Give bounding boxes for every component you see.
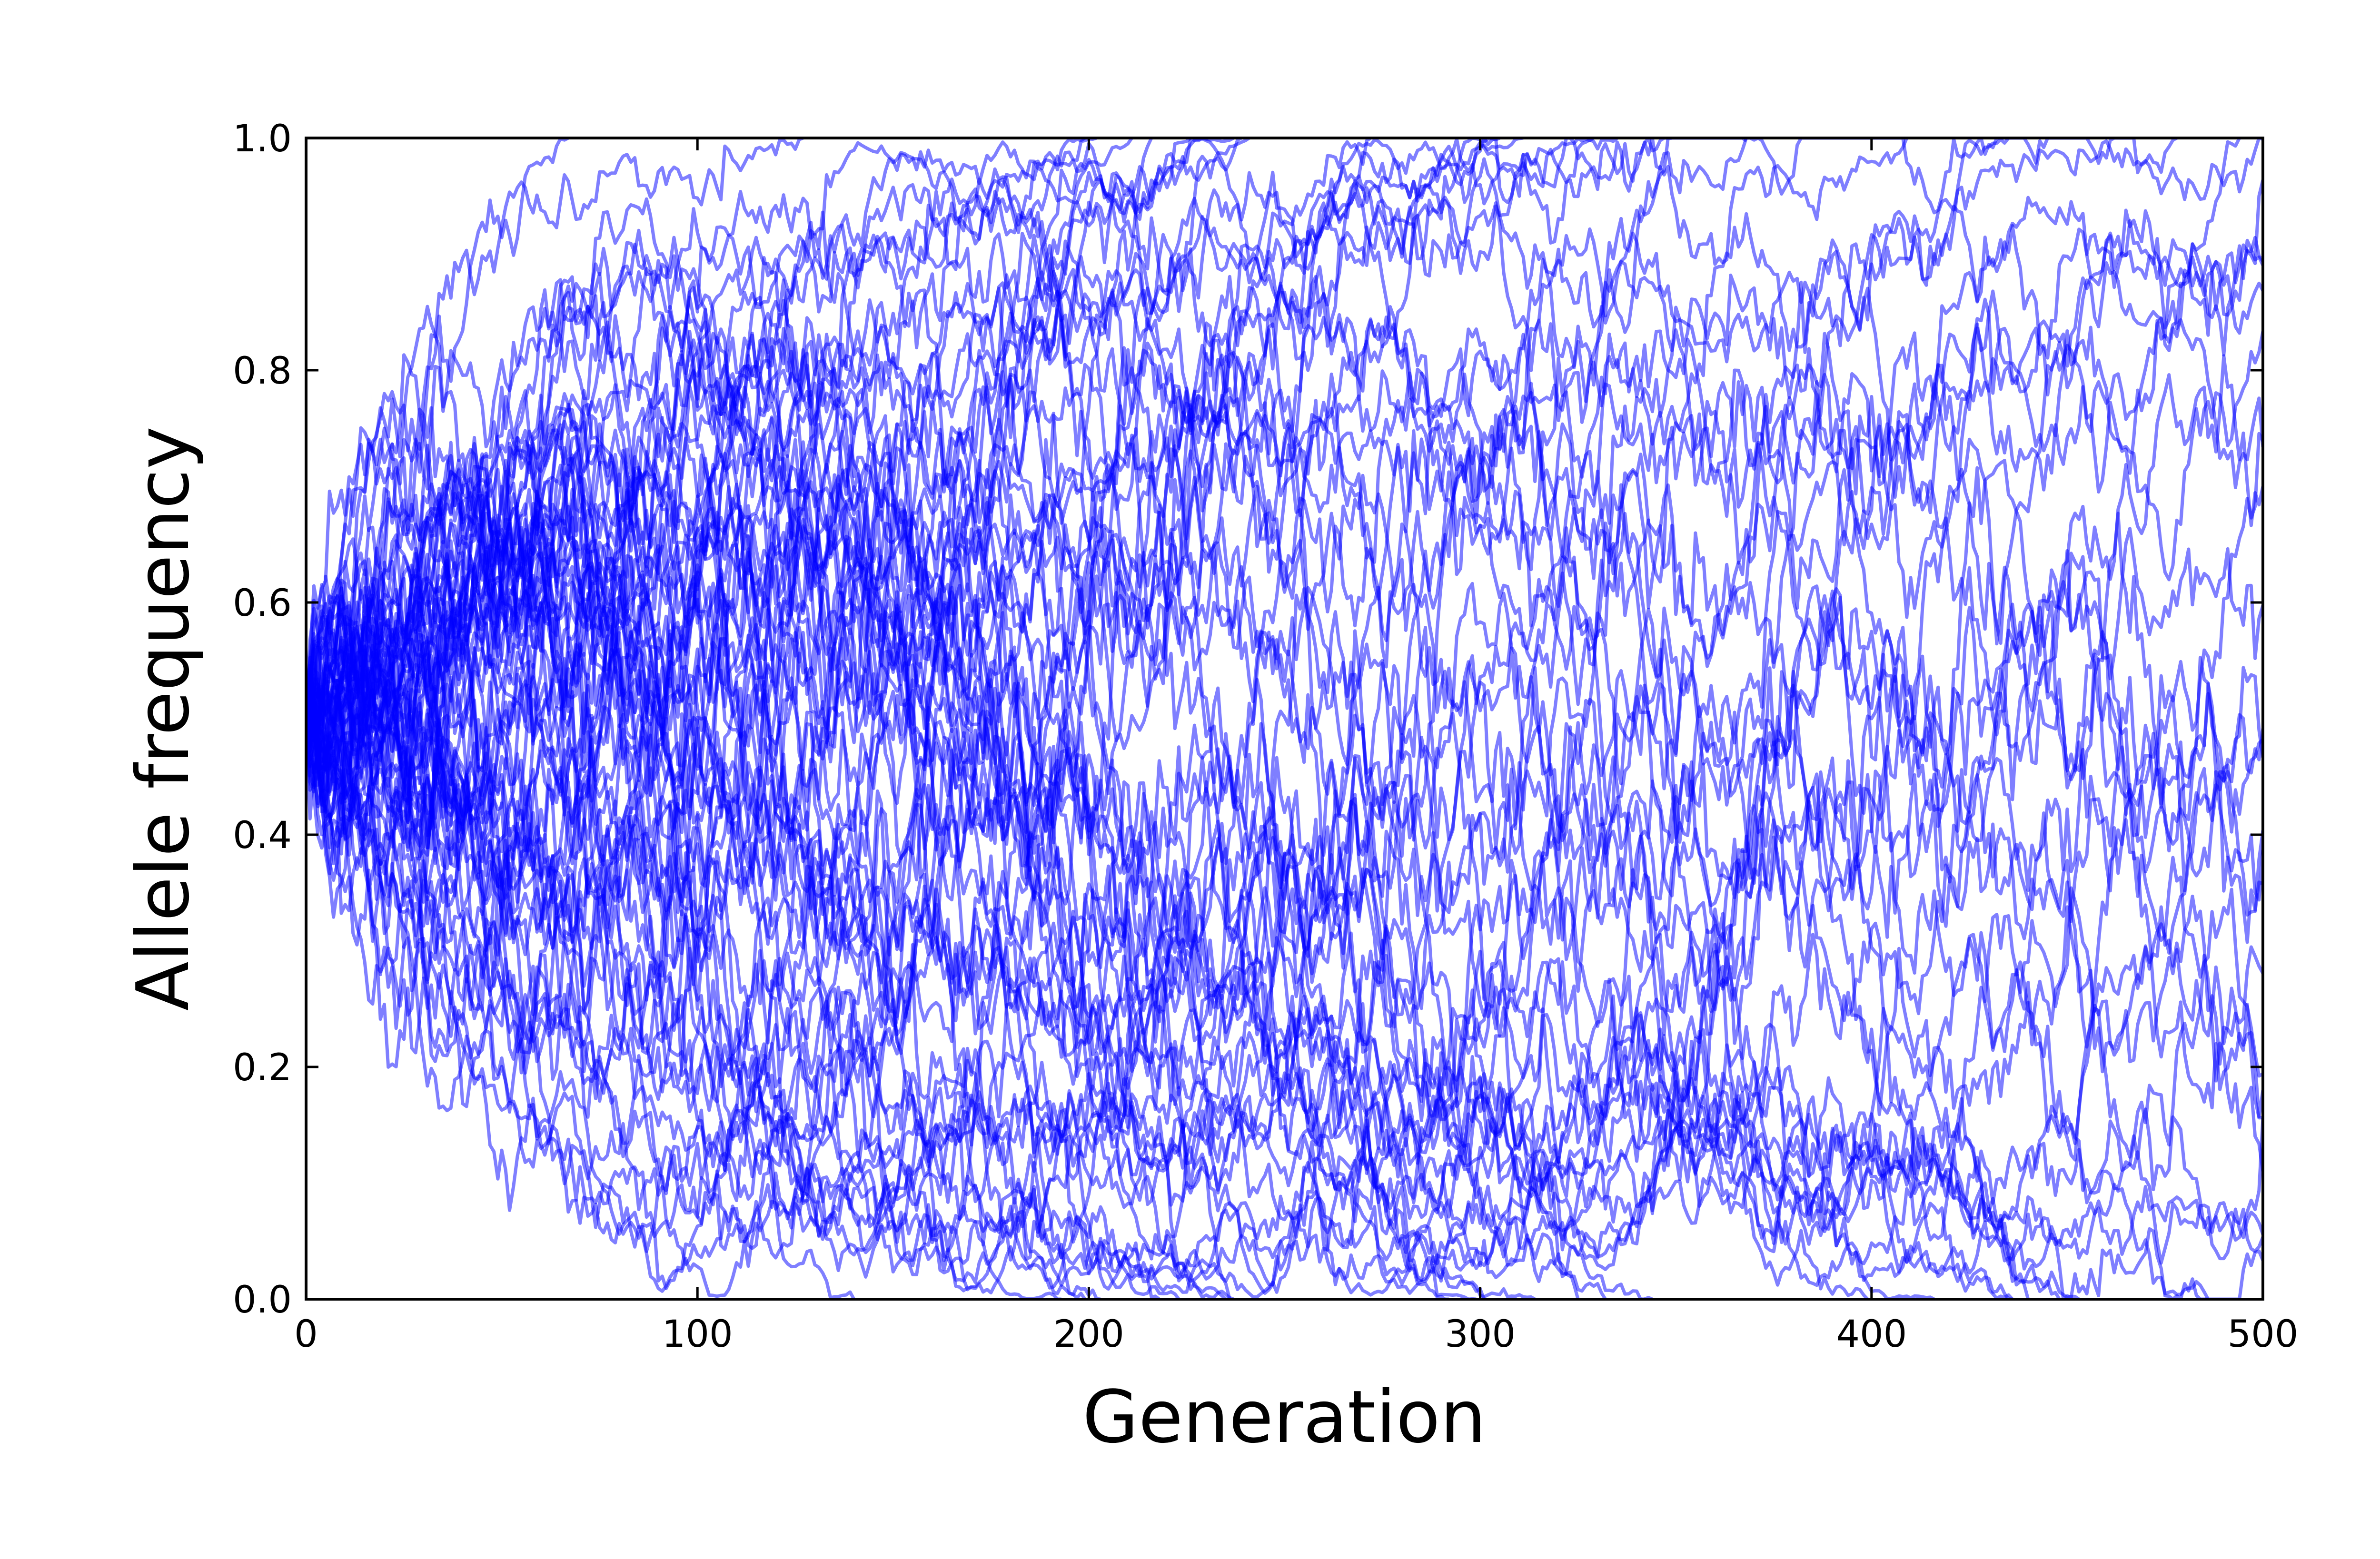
- x-tick-label: 500: [2228, 1313, 2299, 1356]
- x-tick-label: 100: [662, 1313, 733, 1356]
- x-tick-label: 400: [1836, 1313, 1907, 1356]
- y-tick-label: 0.6: [233, 582, 292, 625]
- trajectory-line: [306, 560, 1477, 1299]
- trajectory-line: [306, 502, 2013, 1299]
- trajectory-group: [306, 138, 2263, 1299]
- x-tick-label: 300: [1445, 1313, 1516, 1356]
- trajectory-line: [306, 702, 2263, 1267]
- x-axis-label: Generation: [1082, 1375, 1486, 1459]
- y-tick-label: 0.0: [233, 1279, 292, 1322]
- trajectory-line: [306, 138, 1672, 985]
- x-tick-label: 200: [1053, 1313, 1124, 1356]
- trajectory-line: [306, 419, 2263, 1118]
- trajectory-line: [306, 420, 1486, 1299]
- y-tick-label: 0.8: [233, 350, 292, 393]
- y-axis-ticks: 0.0 0.2 0.4 0.6 0.8 1.0: [233, 118, 2263, 1322]
- trajectory-line: [306, 718, 1087, 1299]
- y-axis-label: Allele frequency: [121, 426, 205, 1011]
- trajectory-line: [306, 670, 856, 1299]
- trajectory-line: [306, 392, 1935, 1299]
- trajectory-line: [306, 228, 2263, 833]
- trajectory-line: [306, 217, 2263, 1201]
- trajectory-line: [306, 573, 1101, 1299]
- x-axis-ticks: 0 100 200 300 400 500: [294, 138, 2298, 1356]
- trajectory-line: [306, 138, 1524, 823]
- plot-frame: [305, 137, 2264, 1301]
- y-tick-label: 1.0: [233, 118, 292, 160]
- trajectory-line: [306, 620, 1231, 1299]
- trajectory-line: [306, 492, 2263, 1224]
- trajectory-line: [306, 138, 1618, 739]
- trajectory-line: [306, 150, 2263, 1130]
- trajectory-line: [306, 138, 804, 719]
- trajectory-line: [306, 242, 2263, 1210]
- x-tick-label: 0: [294, 1313, 318, 1356]
- trajectory-line: [306, 353, 1869, 1299]
- y-tick-label: 0.4: [233, 814, 292, 857]
- trajectory-line: [306, 557, 2263, 1265]
- y-tick-label: 0.2: [233, 1046, 292, 1089]
